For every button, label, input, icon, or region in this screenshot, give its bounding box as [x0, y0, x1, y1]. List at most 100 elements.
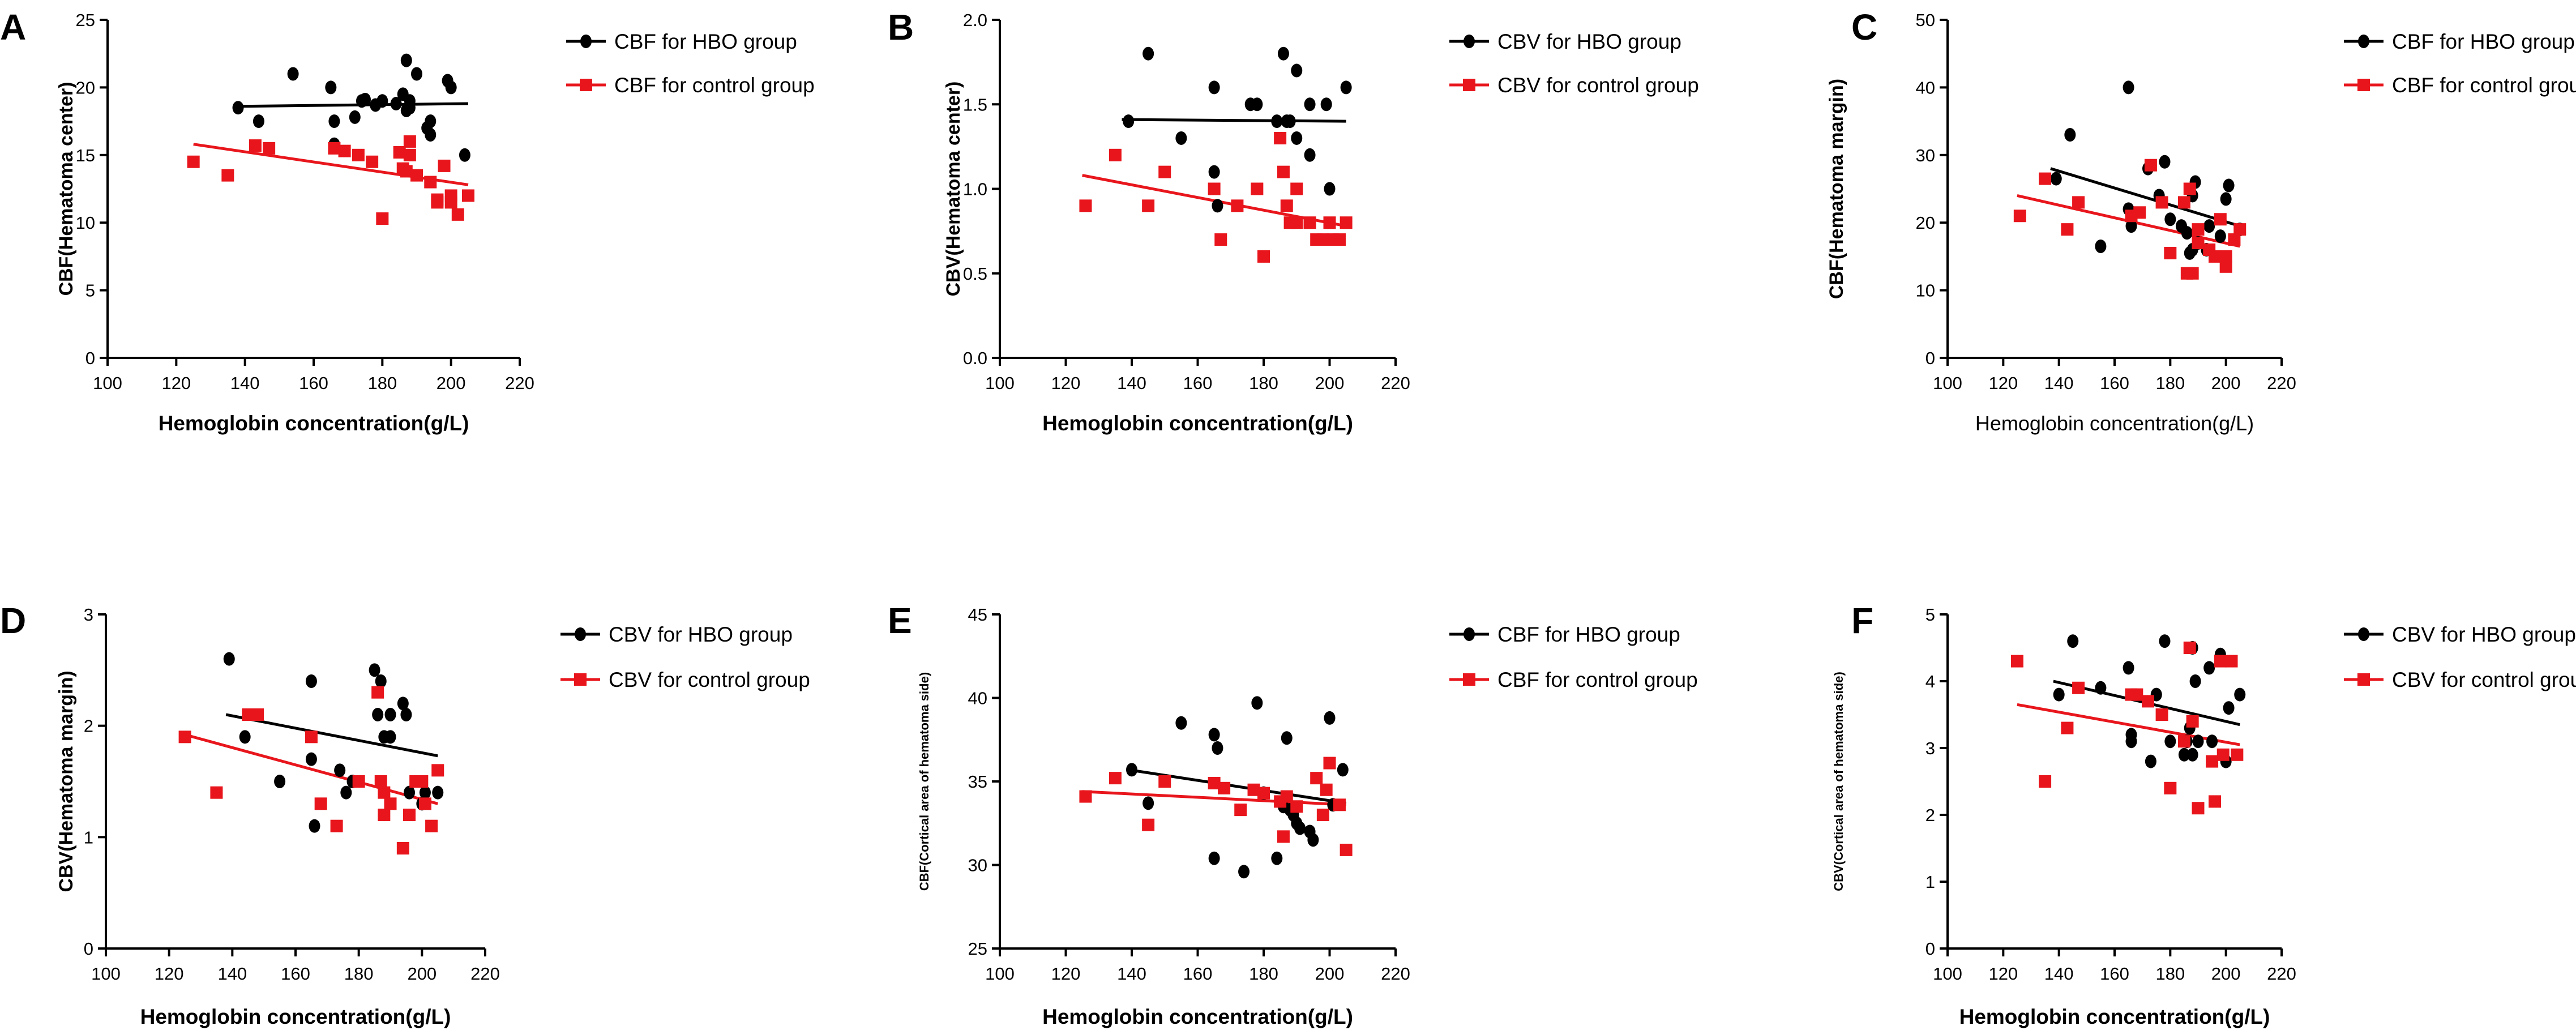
point-hbo [2181, 226, 2193, 240]
point-hbo [2189, 674, 2201, 688]
point-control [431, 193, 444, 206]
y-tick-label: 0 [1925, 348, 1935, 368]
point-control [374, 775, 387, 788]
point-hbo [2164, 212, 2176, 227]
fit-line-hbo [1122, 118, 1346, 123]
y-tick-label: 35 [968, 772, 987, 792]
x-tick-label: 180 [2155, 964, 2185, 984]
y-axis-label: CBF(Cortical area of hematoma side) [917, 672, 931, 891]
x-axis-label: Hemoglobin concentration(g/L) [1975, 412, 2254, 435]
point-hbo [2095, 681, 2107, 695]
point-hbo [309, 819, 320, 833]
point-hbo [1281, 731, 1293, 745]
point-control [1208, 182, 1221, 195]
point-hbo [1212, 199, 1223, 213]
point-control [2164, 246, 2177, 259]
point-control [1214, 233, 1227, 246]
point-control [2072, 196, 2085, 209]
point-hbo [2125, 728, 2137, 742]
x-tick-label: 200 [2211, 373, 2241, 393]
x-tick-label: 220 [1381, 373, 1410, 393]
point-control [424, 176, 437, 189]
x-tick-label: 220 [2267, 964, 2296, 984]
x-tick-label: 200 [1315, 373, 1345, 393]
x-tick-label: 140 [2044, 964, 2074, 984]
legend-marker-control [2357, 79, 2370, 91]
y-tick-label: 25 [76, 10, 95, 30]
point-control [2209, 795, 2221, 808]
fit-line-control [184, 733, 438, 805]
y-tick-label: 20 [1916, 213, 1935, 233]
point-control [2225, 655, 2238, 668]
point-control [396, 842, 409, 854]
point-control [178, 730, 191, 744]
y-tick-label: 10 [76, 213, 95, 233]
point-hbo [360, 92, 371, 106]
point-hbo [239, 730, 251, 744]
x-axis-label: Hemoglobin concentration(g/L) [1042, 1005, 1353, 1028]
point-hbo [390, 97, 402, 111]
point-control [1290, 800, 1303, 813]
point-control [2231, 748, 2244, 761]
point-control [1208, 776, 1221, 789]
legend-marker-control [574, 673, 587, 686]
point-control [403, 135, 416, 148]
y-tick-label: 0.0 [963, 348, 987, 368]
point-control [2144, 159, 2157, 172]
y-tick-label: 4 [1925, 672, 1935, 691]
point-control [1333, 798, 1346, 811]
point-control [1109, 148, 1122, 161]
point-control [2214, 655, 2227, 668]
point-control [2186, 715, 2199, 728]
point-control [187, 155, 200, 168]
x-tick-label: 160 [281, 964, 310, 984]
point-hbo [384, 730, 396, 744]
point-control [2177, 735, 2190, 748]
point-hbo [2164, 734, 2176, 749]
point-hbo [1304, 148, 1316, 162]
point-control [1274, 131, 1287, 144]
fit-line-hbo [2050, 167, 2240, 228]
x-tick-label: 120 [1988, 964, 2018, 984]
point-control [221, 169, 234, 182]
point-hbo [432, 785, 444, 800]
point-hbo [372, 708, 384, 721]
point-control [1320, 783, 1333, 796]
x-tick-label: 220 [505, 373, 534, 393]
point-control [1142, 818, 1155, 831]
point-hbo [349, 110, 361, 124]
point-control [2192, 802, 2205, 815]
point-control [1158, 775, 1171, 788]
legend-marker-hbo [2358, 627, 2369, 641]
y-axis-label: CBV(Hematoma margin) [55, 670, 77, 892]
point-control [1234, 804, 1247, 817]
legend-label-hbo: CBF for HBO group [2392, 30, 2575, 53]
x-tick-label: 140 [1117, 964, 1146, 984]
y-axis-label: CBF(Hematoma center) [55, 82, 77, 296]
x-tick-label: 140 [1117, 373, 1146, 393]
x-tick-label: 140 [230, 373, 260, 393]
x-tick-label: 120 [1051, 964, 1081, 984]
point-hbo [1123, 114, 1135, 129]
point-control [2183, 642, 2196, 654]
point-control [418, 797, 431, 810]
y-tick-label: 45 [968, 605, 987, 625]
y-tick-label: 25 [968, 939, 987, 959]
y-tick-label: 10 [1916, 281, 1935, 301]
point-control [1158, 165, 1171, 178]
point-control [2219, 250, 2232, 263]
point-hbo [425, 114, 437, 129]
x-tick-label: 100 [91, 964, 121, 984]
point-hbo [2203, 661, 2215, 675]
legend-label-control: CBV for control group [609, 668, 810, 691]
point-hbo [369, 663, 380, 677]
point-hbo [1208, 80, 1220, 95]
y-tick-label: 5 [85, 281, 95, 301]
point-control [2142, 695, 2154, 708]
point-hbo [375, 674, 387, 688]
x-axis-label: Hemoglobin concentration(g/L) [1042, 412, 1353, 435]
legend-label-hbo: CBV for HBO group [1497, 30, 1681, 53]
legend-label-control: CBV for control group [1497, 74, 1699, 97]
point-hbo [2050, 172, 2062, 186]
